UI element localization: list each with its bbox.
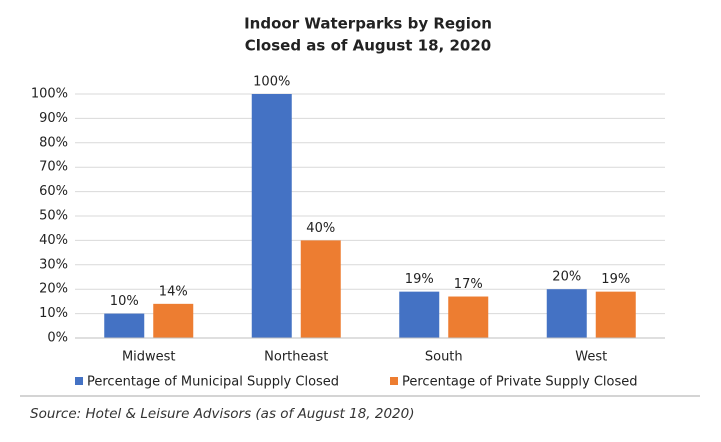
bar [300, 240, 341, 338]
legend-label: Percentage of Municipal Supply Closed [87, 375, 339, 390]
bar [153, 303, 194, 338]
bar [448, 296, 489, 338]
x-tick-label: West [575, 350, 607, 365]
x-tick-label: South [425, 350, 463, 365]
value-label: 100% [253, 75, 290, 90]
value-label: 17% [454, 277, 483, 292]
bar [104, 313, 145, 338]
value-label: 14% [159, 284, 188, 299]
bar [546, 289, 587, 338]
y-tick-label: 80% [39, 135, 68, 150]
y-tick-label: 20% [39, 282, 68, 297]
y-tick-label: 100% [31, 87, 68, 102]
bar [251, 94, 292, 338]
y-tick-label: 30% [39, 257, 68, 272]
legend-label: Percentage of Private Supply Closed [402, 375, 637, 390]
bar [399, 291, 440, 338]
chart-subtitle: Closed as of August 18, 2020 [245, 37, 491, 55]
y-tick-label: 90% [39, 111, 68, 126]
y-tick-label: 70% [39, 160, 68, 175]
y-tick-label: 50% [39, 209, 68, 224]
value-label: 19% [601, 272, 630, 287]
legend-swatch [75, 377, 83, 385]
value-label: 40% [306, 221, 335, 236]
bar [595, 291, 636, 338]
x-tick-label: Northeast [264, 350, 328, 365]
y-tick-label: 60% [39, 184, 68, 199]
legend-swatch [390, 377, 398, 385]
value-label: 19% [405, 272, 434, 287]
y-tick-label: 10% [39, 306, 68, 321]
y-tick-label: 40% [39, 233, 68, 248]
value-label: 10% [110, 294, 139, 309]
source-note: Source: Hotel & Leisure Advisors (as of … [30, 406, 415, 422]
x-tick-label: Midwest [122, 350, 176, 365]
value-label: 20% [552, 270, 581, 285]
chart-title: Indoor Waterparks by Region [244, 15, 492, 33]
y-tick-label: 0% [47, 331, 68, 346]
